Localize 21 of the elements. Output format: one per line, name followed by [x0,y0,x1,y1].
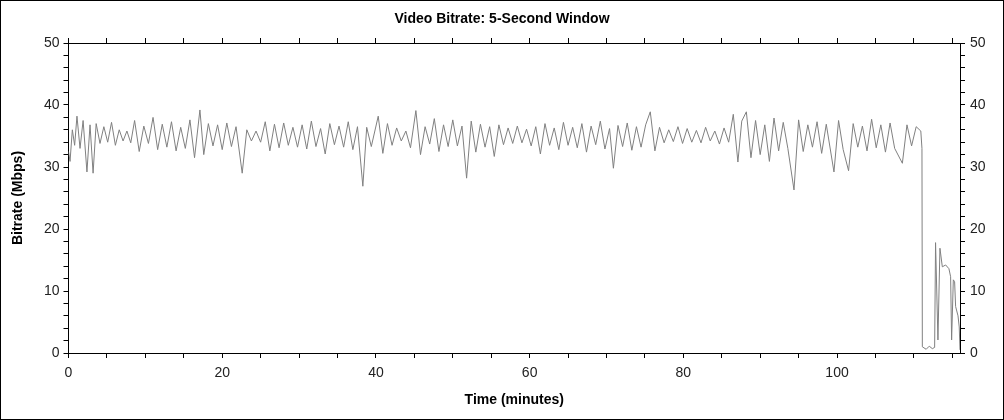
y-tick-label: 40 [43,95,60,112]
y2-tick-label: 50 [970,33,986,50]
y-tick-label: 0 [51,343,60,360]
y2-tick-label: 20 [970,219,986,236]
x-tick-label: 80 [675,364,692,381]
x-tick-label: 100 [825,364,849,381]
y-axis-title: Bitrate (Mbps) [9,150,26,246]
x-tick-label: 0 [64,364,73,381]
y2-tick-label: 40 [970,95,986,112]
y2-tick-label: 10 [970,281,986,298]
x-axis-title: Time (minutes) [464,391,564,408]
x-tick-label: 60 [521,364,538,381]
y-tick-label: 10 [43,281,60,298]
y-tick-label: 30 [43,157,60,174]
y-tick-label: 50 [43,33,60,50]
y-tick-label: 20 [43,219,60,236]
chart-title: Video Bitrate: 5-Second Window [394,10,610,27]
x-tick-label: 20 [214,364,231,381]
y2-tick-label: 0 [970,343,978,360]
y2-tick-label: 30 [970,157,986,174]
x-tick-label: 40 [368,364,384,381]
